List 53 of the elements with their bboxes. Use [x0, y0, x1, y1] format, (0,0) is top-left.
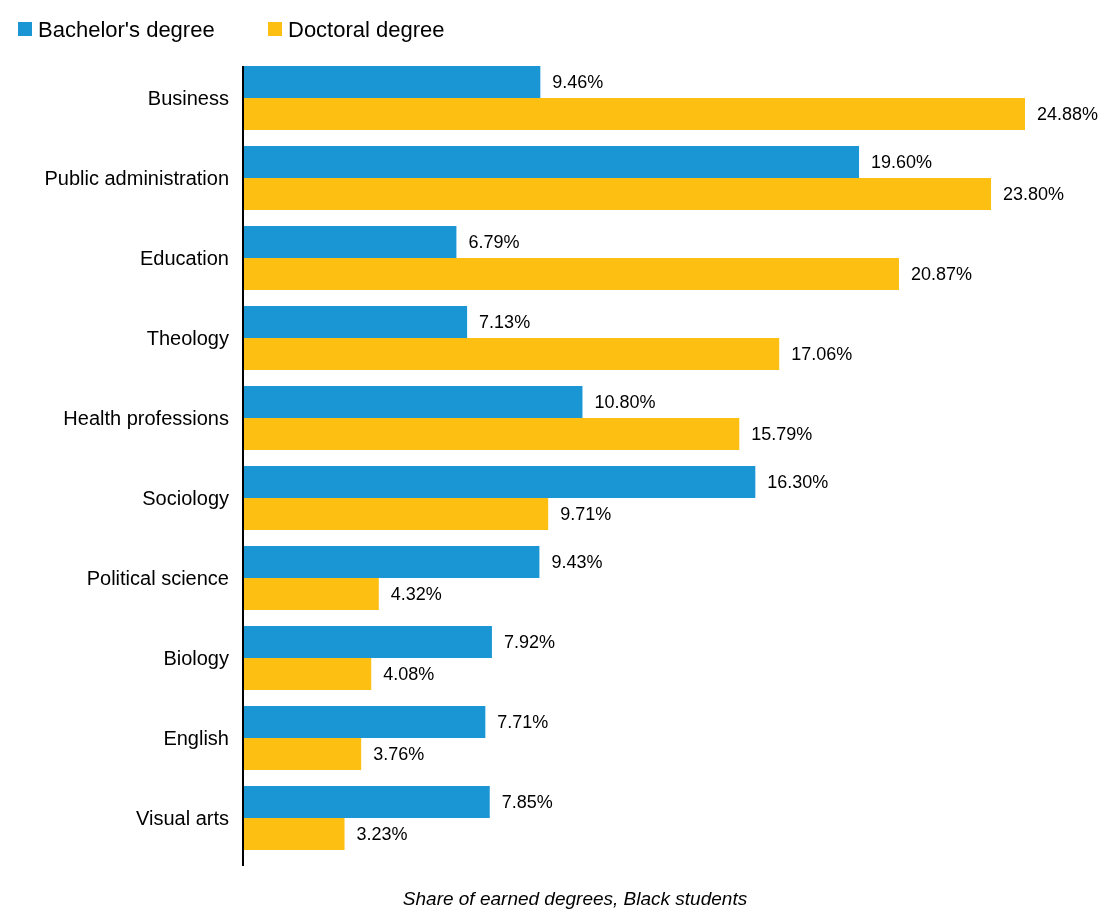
data-label: 9.43% — [551, 552, 603, 573]
data-label: 24.88% — [1037, 104, 1099, 125]
data-label: 23.80% — [1003, 184, 1065, 205]
bar — [243, 546, 540, 578]
data-label: 7.13% — [479, 312, 531, 333]
y-tick-label: Health professions — [63, 407, 229, 429]
bar — [243, 626, 492, 658]
x-axis-title: Share of earned degrees, Black students — [402, 888, 748, 909]
bar — [243, 818, 345, 850]
y-tick-label: Visual arts — [135, 807, 229, 829]
bar — [243, 498, 549, 530]
bar — [243, 66, 541, 98]
data-label: 17.06% — [791, 344, 853, 365]
y-tick-label: Theology — [146, 327, 229, 349]
y-tick-label: English — [163, 727, 229, 749]
data-label: 4.32% — [390, 584, 442, 605]
data-label: 3.23% — [356, 824, 408, 845]
bar — [243, 658, 372, 690]
y-tick-label: Public administration — [44, 167, 229, 189]
bar — [243, 338, 780, 370]
bar — [243, 706, 486, 738]
data-label: 7.71% — [497, 712, 549, 733]
data-label: 6.79% — [468, 232, 520, 253]
y-tick-label: Biology — [163, 647, 229, 669]
bar — [243, 578, 379, 610]
legend-label: Bachelor's degree — [38, 16, 215, 42]
data-label: 9.46% — [552, 72, 604, 93]
bar — [243, 178, 992, 210]
data-label: 16.30% — [767, 472, 829, 493]
y-tick-label: Political science — [86, 567, 229, 589]
data-label: 7.92% — [503, 632, 555, 653]
data-label: 9.71% — [560, 504, 612, 525]
data-label: 15.79% — [751, 424, 813, 445]
data-label: 20.87% — [910, 264, 973, 285]
bar — [243, 738, 362, 770]
y-tick-label: Education — [140, 247, 229, 269]
legend-label: Doctoral degree — [288, 16, 445, 42]
bar — [243, 146, 860, 178]
bar — [243, 386, 583, 418]
bar — [243, 226, 457, 258]
bar — [243, 98, 1025, 130]
bar — [243, 306, 468, 338]
data-label: 10.80% — [594, 392, 656, 413]
data-label: 7.85% — [501, 792, 553, 813]
data-label: 3.76% — [373, 744, 425, 765]
bar — [243, 258, 899, 290]
y-tick-label: Business — [147, 87, 229, 109]
bar — [243, 418, 740, 450]
bar — [243, 466, 756, 498]
data-label: 4.08% — [383, 664, 435, 685]
bar — [243, 786, 490, 818]
y-tick-label: Sociology — [142, 487, 229, 509]
data-label: 19.60% — [871, 152, 933, 173]
